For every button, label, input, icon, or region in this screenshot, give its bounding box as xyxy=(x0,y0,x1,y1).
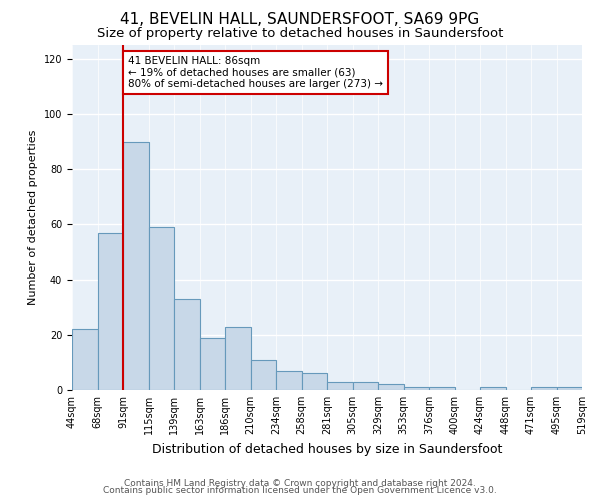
Bar xyxy=(199,338,225,390)
Bar xyxy=(378,384,404,390)
Bar xyxy=(123,142,149,390)
Bar xyxy=(251,360,276,390)
Bar xyxy=(480,387,505,390)
X-axis label: Distribution of detached houses by size in Saundersfoot: Distribution of detached houses by size … xyxy=(152,442,502,456)
Text: 41 BEVELIN HALL: 86sqm
← 19% of detached houses are smaller (63)
80% of semi-det: 41 BEVELIN HALL: 86sqm ← 19% of detached… xyxy=(128,56,383,89)
Y-axis label: Number of detached properties: Number of detached properties xyxy=(28,130,38,305)
Text: Contains public sector information licensed under the Open Government Licence v3: Contains public sector information licen… xyxy=(103,486,497,495)
Bar xyxy=(429,387,455,390)
Bar xyxy=(302,374,327,390)
Bar xyxy=(276,370,302,390)
Text: Contains HM Land Registry data © Crown copyright and database right 2024.: Contains HM Land Registry data © Crown c… xyxy=(124,478,476,488)
Bar xyxy=(353,382,378,390)
Bar xyxy=(149,227,174,390)
Bar xyxy=(225,326,251,390)
Bar xyxy=(404,387,429,390)
Bar xyxy=(531,387,557,390)
Bar xyxy=(174,299,199,390)
Text: 41, BEVELIN HALL, SAUNDERSFOOT, SA69 9PG: 41, BEVELIN HALL, SAUNDERSFOOT, SA69 9PG xyxy=(121,12,479,28)
Bar xyxy=(97,232,123,390)
Bar xyxy=(327,382,353,390)
Bar xyxy=(72,330,97,390)
Bar xyxy=(557,387,582,390)
Text: Size of property relative to detached houses in Saundersfoot: Size of property relative to detached ho… xyxy=(97,28,503,40)
